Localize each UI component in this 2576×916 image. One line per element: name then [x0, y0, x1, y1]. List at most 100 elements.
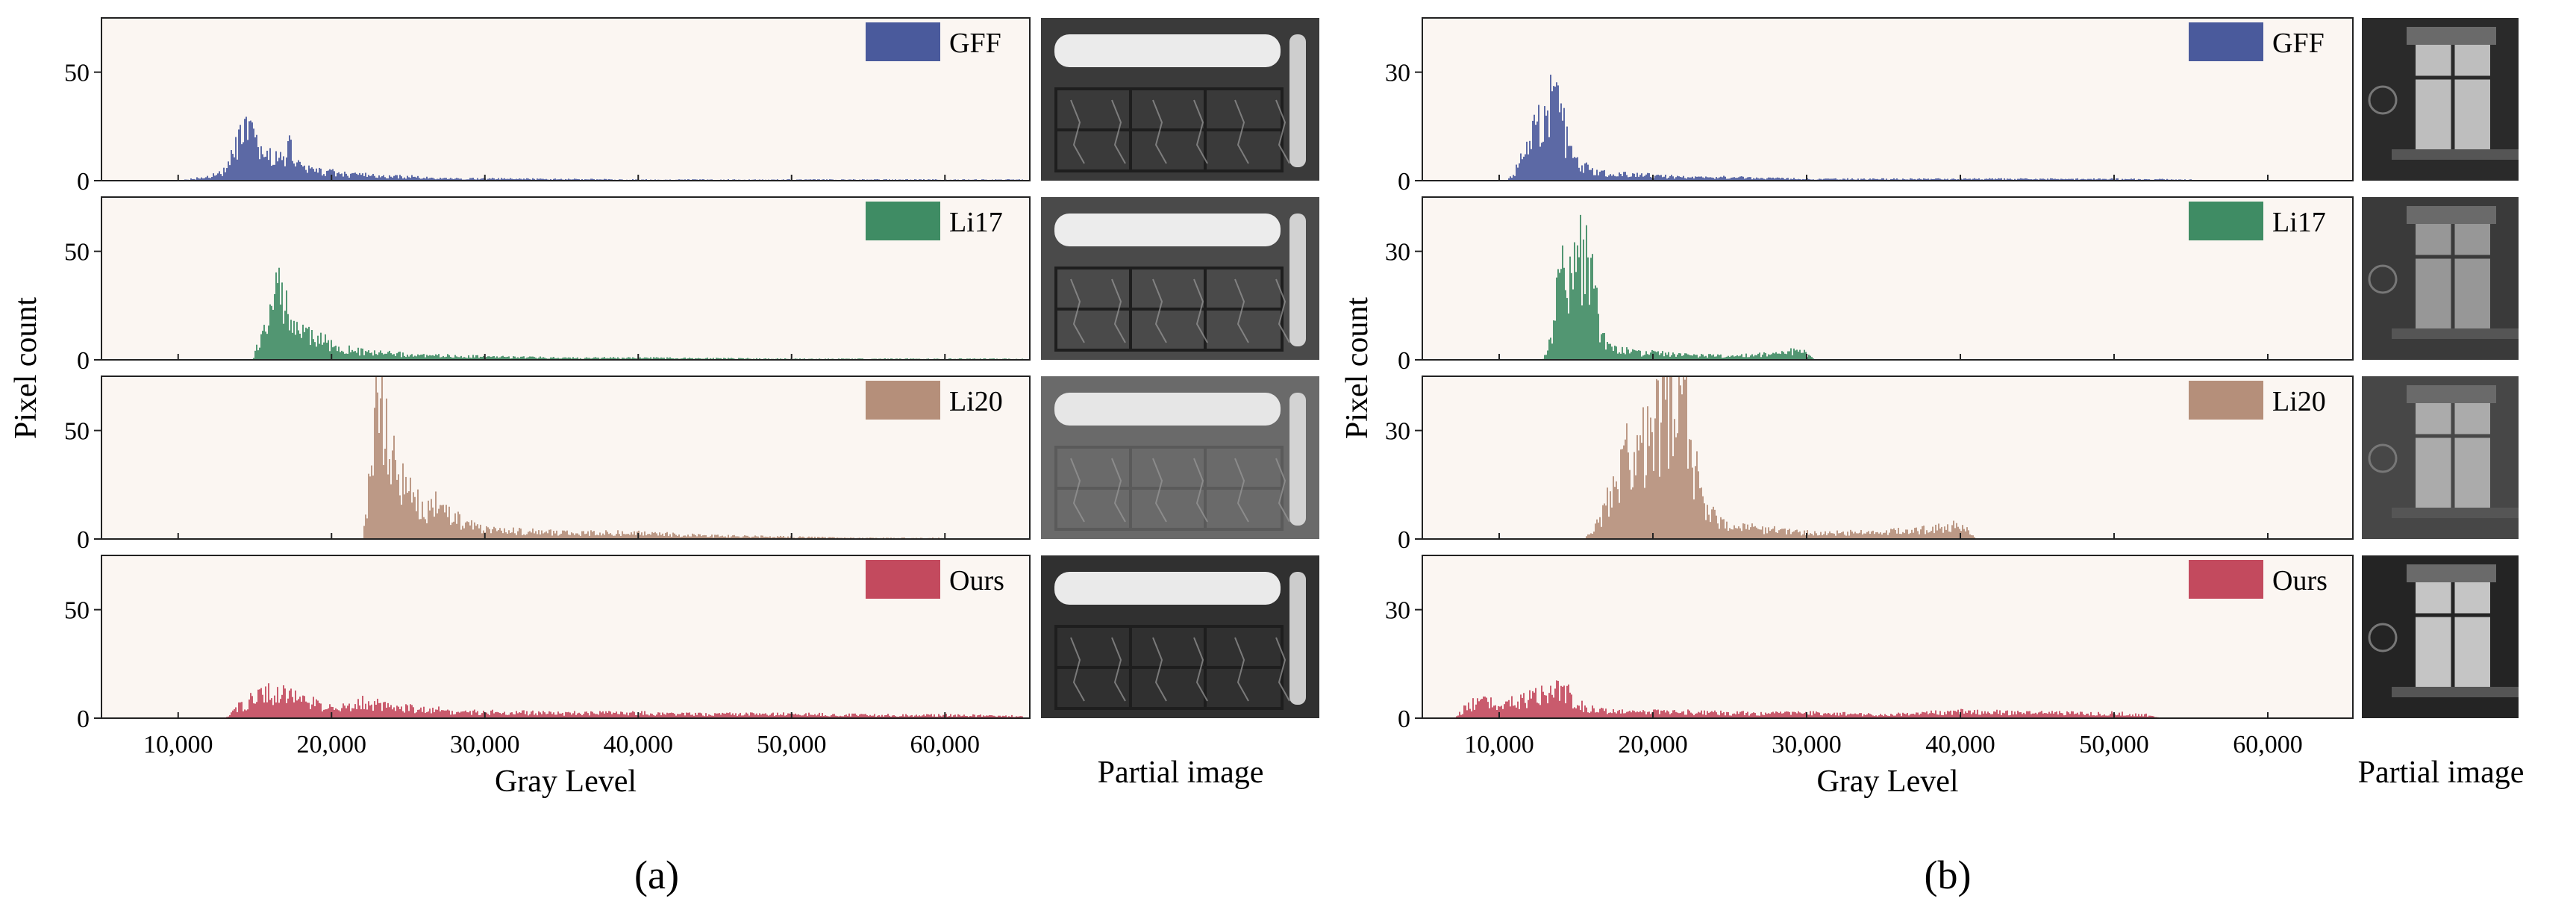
histogram-bar — [477, 355, 478, 360]
histogram-bar — [1829, 178, 1831, 181]
histogram-bar — [1580, 171, 1581, 181]
histogram-bar — [580, 358, 581, 360]
histogram-ours — [1454, 680, 2160, 718]
histogram-bar — [2104, 178, 2105, 181]
histogram-bar — [1763, 534, 1765, 539]
histogram-bar — [1634, 711, 1635, 718]
histogram-bar — [831, 715, 832, 718]
histogram-bar — [1842, 711, 1844, 718]
histogram-bar — [280, 699, 281, 718]
histogram-bar — [1760, 178, 1762, 181]
histogram-bar — [1910, 178, 1911, 181]
histogram-bar — [1795, 350, 1796, 360]
histogram-bar — [450, 357, 451, 360]
histogram-bar — [538, 530, 540, 539]
histogram-bar — [541, 714, 543, 718]
histogram-bar — [1862, 178, 1863, 181]
histogram-bar — [1613, 476, 1614, 539]
histogram-bar — [1529, 140, 1531, 181]
histogram-bar — [299, 161, 301, 181]
histogram-bar — [420, 519, 422, 539]
histogram-bar — [435, 491, 437, 539]
histogram-bar — [657, 712, 659, 718]
histogram-bar — [1877, 532, 1878, 539]
histogram-bar — [1629, 711, 1631, 718]
histogram-bar — [940, 715, 941, 718]
histogram-bar — [635, 714, 637, 718]
histogram-bar — [1608, 712, 1610, 718]
histogram-bar — [1768, 527, 1769, 539]
histogram-bar — [1878, 533, 1880, 539]
histogram-bar — [338, 710, 340, 718]
histogram-bar — [504, 528, 505, 539]
histogram-bar — [1769, 177, 1771, 181]
histogram-bar — [672, 713, 674, 718]
histogram-bar — [659, 358, 660, 360]
histogram-bar — [1914, 714, 1916, 718]
histogram-bar — [1557, 269, 1559, 360]
histogram-bar — [1792, 532, 1793, 539]
histogram-bar — [1713, 506, 1714, 539]
histogram-bar — [1819, 178, 1820, 181]
histogram-bar — [386, 353, 387, 360]
histogram-bar — [1720, 517, 1722, 539]
histogram-bar — [290, 688, 292, 718]
histogram-bar — [1810, 711, 1811, 718]
histogram-bar — [535, 358, 537, 360]
histogram-bar — [599, 532, 601, 539]
histogram-bar — [1595, 175, 1596, 181]
histogram-bar — [1729, 178, 1731, 181]
histogram-bar — [2089, 178, 2090, 181]
histogram-bar — [1750, 527, 1751, 539]
histogram-bar — [2044, 713, 2045, 718]
histogram-bar — [1913, 713, 1914, 718]
histogram-bar — [477, 711, 478, 718]
histogram-bar — [475, 712, 477, 718]
histogram-bar — [540, 534, 541, 539]
histogram-bar — [1632, 349, 1634, 360]
histogram-bar — [438, 178, 440, 181]
histogram-bar — [593, 713, 595, 718]
histogram-bar — [1835, 715, 1836, 718]
histogram-bar — [1462, 714, 1463, 718]
histogram-bar — [228, 716, 229, 718]
histogram-bar — [1992, 714, 1993, 718]
histogram-bar — [1960, 531, 1962, 539]
histogram-bar — [1702, 177, 1704, 181]
histogram-bar — [1980, 714, 1981, 718]
histogram-bar — [1678, 713, 1680, 718]
histogram-bar — [590, 711, 592, 718]
histogram-bar — [1772, 529, 1774, 539]
histogram-bar — [599, 711, 601, 718]
histogram-bar — [1689, 177, 1690, 181]
histogram-bar — [2089, 715, 2090, 718]
histogram-bar — [1944, 711, 1945, 718]
histogram-bar — [554, 533, 556, 539]
histogram-bar — [1819, 712, 1820, 718]
histogram-bar — [1741, 354, 1742, 360]
histogram-bar — [366, 709, 368, 718]
histogram-bar — [386, 178, 387, 181]
histogram-bar — [1771, 529, 1772, 539]
histogram-bar — [1862, 716, 1863, 718]
histogram-bar — [405, 704, 407, 718]
histogram-bar — [695, 712, 696, 718]
histogram-bar — [1819, 535, 1820, 539]
histogram-bar — [350, 173, 351, 181]
histogram-bar — [1914, 178, 1916, 181]
histogram-bar — [1704, 710, 1705, 718]
histogram-bar — [1808, 535, 1810, 539]
histogram-bar — [1713, 711, 1714, 718]
histogram-bar — [660, 357, 662, 360]
histogram-bar — [1456, 716, 1457, 718]
histogram-bar — [1628, 711, 1629, 718]
histogram-bar — [490, 178, 492, 181]
histogram-bar — [1893, 178, 1895, 181]
histogram-bar — [1548, 693, 1550, 718]
histogram-bar — [1783, 713, 1784, 718]
histogram-bar — [1822, 715, 1823, 718]
histogram-bar — [381, 376, 383, 539]
histogram-bar — [265, 331, 266, 360]
histogram-bar — [593, 531, 595, 539]
histogram-bar — [1816, 711, 1817, 718]
